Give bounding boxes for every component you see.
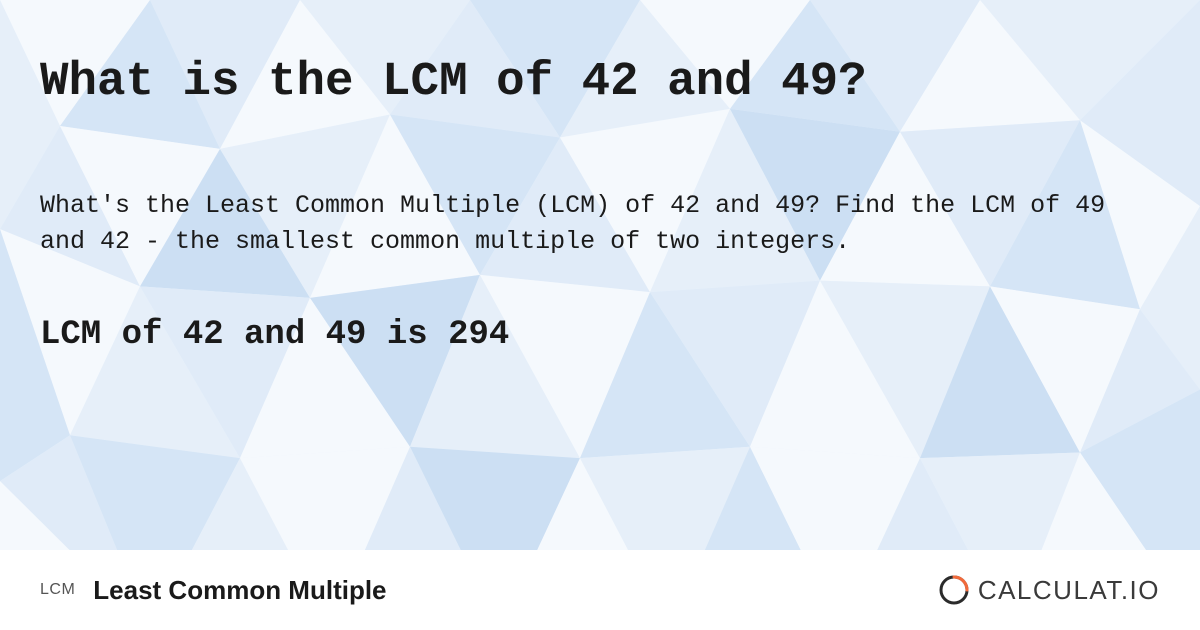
footer-label: Least Common Multiple [93,575,386,606]
footer-left-group: LCM Least Common Multiple [40,575,387,606]
brand-name: CALCULAT.IO [978,575,1160,606]
page-title: What is the LCM of 42 and 49? [40,55,1160,110]
brand-group: CALCULAT.IO [936,572,1160,608]
footer-bar: LCM Least Common Multiple CALCULAT.IO [0,550,1200,630]
lcm-badge: LCM [40,581,75,599]
main-content: What is the LCM of 42 and 49? What's the… [0,0,1200,630]
answer-text: LCM of 42 and 49 is 294 [40,316,1160,354]
brand-logo-icon [936,572,972,608]
description-text: What's the Least Common Multiple (LCM) o… [40,188,1160,261]
